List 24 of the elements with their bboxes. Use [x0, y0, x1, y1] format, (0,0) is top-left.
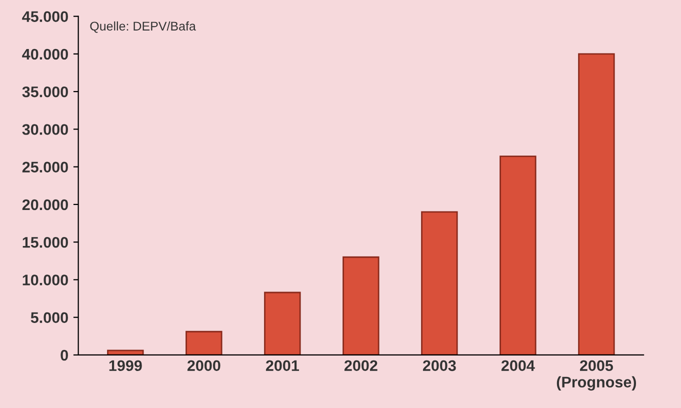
x-tick-label: 2004: [501, 360, 535, 372]
x-tick-label: 2003: [422, 360, 456, 372]
x-tick-label: 2001: [266, 360, 299, 372]
x-tick-label: 2005 (Prognose): [556, 360, 636, 391]
y-tick-label: 5.000: [30, 312, 68, 324]
x-tick-label: 2000: [187, 360, 220, 372]
y-tick-label: 30.000: [22, 124, 68, 135]
y-tick-label: 15.000: [22, 236, 68, 248]
y-tick-label: 20.000: [22, 199, 68, 210]
bar: [186, 330, 222, 355]
y-tick-label: 45.000: [22, 11, 68, 22]
bar: [500, 156, 536, 355]
annotation: Quelle: DEPV/Bafa: [90, 21, 196, 33]
x-tick-label: 1999: [109, 360, 142, 372]
y-tick-label: 0: [60, 350, 68, 361]
y-tick-label: 10.000: [22, 274, 68, 286]
y-tick-label: 35.000: [22, 86, 68, 98]
y-tick-label: 40.000: [22, 48, 68, 60]
bar: [342, 256, 380, 355]
bar: [578, 53, 615, 355]
x-tick-label: 2002: [344, 360, 378, 372]
bar: [264, 292, 301, 355]
y-tick-label: 25.000: [22, 162, 68, 173]
bar: [421, 211, 458, 355]
